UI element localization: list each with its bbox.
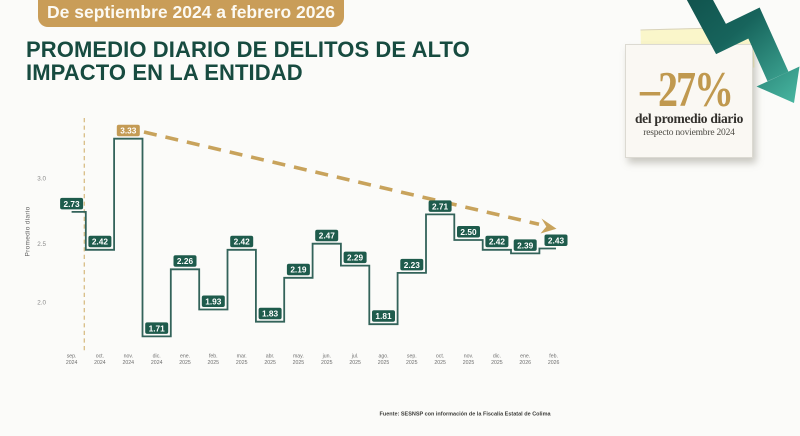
svg-text:2025: 2025 xyxy=(349,360,361,366)
svg-text:2.42: 2.42 xyxy=(92,237,109,247)
svg-text:2.19: 2.19 xyxy=(290,265,307,275)
svg-text:2.26: 2.26 xyxy=(177,256,194,266)
svg-text:ago.: ago. xyxy=(378,354,388,360)
svg-text:2024: 2024 xyxy=(123,360,135,366)
svg-text:dic.: dic. xyxy=(493,354,501,360)
svg-text:2025: 2025 xyxy=(236,360,248,366)
svg-text:2.73: 2.73 xyxy=(64,199,81,209)
svg-text:ene.: ene. xyxy=(180,354,190,360)
svg-text:2025: 2025 xyxy=(406,360,418,366)
svg-text:2.43: 2.43 xyxy=(548,235,565,245)
svg-text:2.42: 2.42 xyxy=(489,237,506,247)
svg-text:mar.: mar. xyxy=(237,354,247,360)
svg-text:2.23: 2.23 xyxy=(404,260,421,270)
svg-text:2.42: 2.42 xyxy=(234,237,251,247)
svg-text:jul.: jul. xyxy=(351,354,359,360)
svg-text:oct.: oct. xyxy=(436,354,444,360)
svg-text:2.71: 2.71 xyxy=(432,201,449,211)
svg-text:2025: 2025 xyxy=(208,360,220,366)
svg-text:1.93: 1.93 xyxy=(205,296,222,306)
svg-text:2024: 2024 xyxy=(151,360,163,366)
svg-text:jun.: jun. xyxy=(322,354,331,360)
svg-text:2025: 2025 xyxy=(293,360,305,366)
svg-text:2026: 2026 xyxy=(519,360,531,366)
svg-text:2025: 2025 xyxy=(434,360,446,366)
svg-text:2.5: 2.5 xyxy=(37,241,46,248)
svg-text:2025: 2025 xyxy=(264,360,276,366)
svg-text:abr.: abr. xyxy=(266,354,275,360)
svg-text:feb.: feb. xyxy=(549,354,558,360)
svg-text:2025: 2025 xyxy=(378,360,390,366)
svg-text:feb.: feb. xyxy=(209,354,218,360)
svg-text:2.29: 2.29 xyxy=(347,253,364,263)
svg-text:2025: 2025 xyxy=(179,360,191,366)
svg-text:2024: 2024 xyxy=(66,360,78,366)
svg-text:3.33: 3.33 xyxy=(120,126,137,136)
svg-text:nov.: nov. xyxy=(464,354,473,360)
svg-text:sep.: sep. xyxy=(407,354,417,360)
svg-text:2025: 2025 xyxy=(491,360,503,366)
svg-text:2.39: 2.39 xyxy=(517,240,534,250)
svg-text:3.0: 3.0 xyxy=(37,176,46,183)
svg-text:2026: 2026 xyxy=(548,360,560,366)
svg-text:ene.: ene. xyxy=(520,354,530,360)
svg-text:Fuente: SESNSP con información: Fuente: SESNSP con información de la Fis… xyxy=(379,412,551,418)
svg-text:1.71: 1.71 xyxy=(149,323,166,333)
svg-text:oct.: oct. xyxy=(96,354,104,360)
svg-text:2.47: 2.47 xyxy=(319,231,336,241)
svg-text:dic.: dic. xyxy=(153,354,161,360)
svg-text:Promedio diario: Promedio diario xyxy=(25,206,32,256)
svg-text:sep.: sep. xyxy=(67,354,77,360)
svg-text:2.50: 2.50 xyxy=(460,227,477,237)
svg-text:2025: 2025 xyxy=(321,360,333,366)
svg-text:2024: 2024 xyxy=(94,360,106,366)
svg-text:may.: may. xyxy=(293,354,304,360)
svg-text:2.0: 2.0 xyxy=(37,300,46,307)
svg-text:nov.: nov. xyxy=(124,354,133,360)
svg-text:2025: 2025 xyxy=(463,360,475,366)
svg-text:1.83: 1.83 xyxy=(262,309,279,319)
svg-text:1.81: 1.81 xyxy=(375,311,392,321)
